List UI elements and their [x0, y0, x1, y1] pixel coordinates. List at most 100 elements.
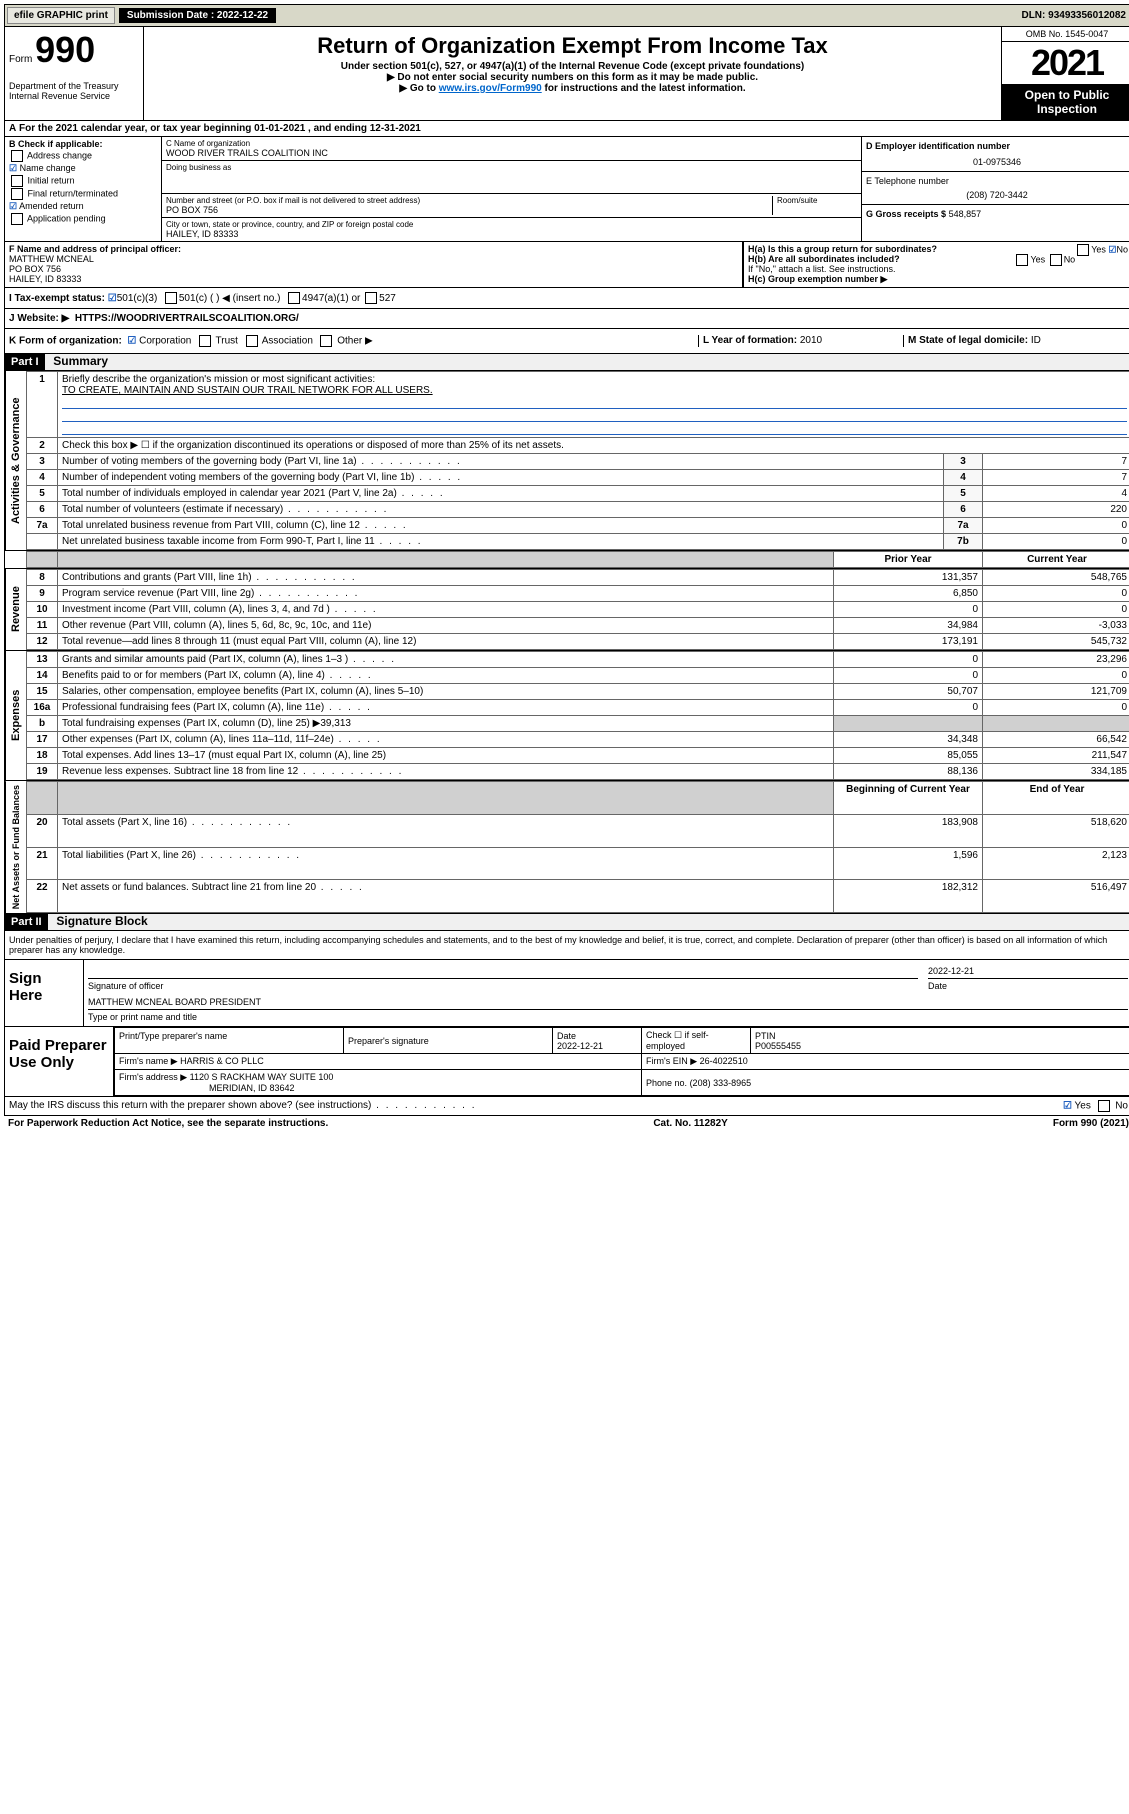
section-h: H(a) Is this a group return for subordin… [743, 242, 1129, 287]
firm-name: HARRIS & CO PLLC [180, 1056, 264, 1066]
signature-section: Under penalties of perjury, I declare th… [4, 931, 1129, 1027]
ein: 01-0975346 [866, 157, 1128, 167]
instr-1: ▶ Do not enter social security numbers o… [148, 72, 997, 83]
part1-bar: Part I Summary [4, 354, 1129, 371]
revenue-section: Revenue 8Contributions and grants (Part … [4, 569, 1129, 651]
self-employed-check[interactable]: Check ☐ if self-employed [642, 1028, 751, 1054]
department: Department of the Treasury Internal Reve… [9, 81, 139, 101]
opt-4947[interactable]: 4947(a)(1) or [302, 293, 360, 304]
revenue-table: 8Contributions and grants (Part VIII, li… [26, 569, 1129, 650]
header-right: OMB No. 1545-0047 2021 Open to Public In… [1001, 27, 1129, 120]
net-assets-table: Beginning of Current Year End of Year 20… [26, 781, 1129, 913]
opt-501c3[interactable]: 501(c)(3) [117, 293, 158, 304]
firm-ein: 26-4022510 [700, 1056, 748, 1066]
governance-table: 1 Briefly describe the organization's mi… [26, 371, 1129, 550]
section-g: G Gross receipts $ 548,857 [862, 205, 1129, 223]
section-i: I Tax-exempt status: ☑ 501(c)(3) 501(c) … [4, 288, 1129, 309]
year-formation: 2010 [800, 335, 822, 346]
mission-text: TO CREATE, MAINTAIN AND SUSTAIN OUR TRAI… [62, 385, 433, 396]
form-prefix: Form [9, 54, 32, 65]
section-d-e-g: D Employer identification number 01-0975… [861, 137, 1129, 241]
form-number: 990 [35, 29, 95, 70]
col-end: End of Year [983, 782, 1129, 815]
sig-officer-label: Signature of officer [88, 981, 918, 991]
efile-label[interactable]: efile GRAPHIC print [7, 7, 115, 24]
section-c: C Name of organization WOOD RIVER TRAILS… [162, 137, 861, 241]
submission-date: Submission Date : 2022-12-22 [119, 8, 276, 23]
city-label: City or town, state or province, country… [166, 220, 857, 229]
website-url[interactable]: HTTPS://WOODRIVERTRAILSCOALITION.ORG/ [75, 313, 299, 324]
section-k-l-m: K Form of organization: ☑ Corporation Tr… [4, 329, 1129, 354]
k-assoc[interactable]: Association [262, 336, 313, 347]
declaration: Under penalties of perjury, I declare th… [5, 931, 1129, 960]
irs-link[interactable]: www.irs.gov/Form990 [439, 83, 542, 94]
part1-header: Part I [5, 354, 45, 370]
firm-addr2: MERIDIAN, ID 83642 [209, 1083, 295, 1093]
may-irs-no[interactable]: No [1115, 1101, 1128, 1112]
dba-label: Doing business as [166, 163, 857, 172]
sig-name: MATTHEW MCNEAL BOARD PRESIDENT [88, 997, 1128, 1010]
chk-application[interactable]: Application pending [9, 213, 157, 225]
street-address: PO BOX 756 [166, 205, 772, 215]
ptin: P00555455 [755, 1041, 1127, 1051]
sig-name-label: Type or print name and title [88, 1012, 1128, 1022]
chk-amended[interactable]: ☑ Amended return [9, 201, 157, 212]
may-irs-yes[interactable]: Yes [1075, 1101, 1091, 1112]
state-domicile: ID [1031, 335, 1041, 346]
opt-527[interactable]: 527 [379, 293, 396, 304]
chk-final[interactable]: Final return/terminated [9, 188, 157, 200]
governance-section: Activities & Governance 1 Briefly descri… [4, 371, 1129, 551]
gross-receipts: 548,857 [949, 209, 982, 219]
tab-governance: Activities & Governance [5, 371, 26, 550]
tax-year: 2021 [1002, 42, 1129, 84]
k-trust[interactable]: Trust [216, 336, 238, 347]
col-header-row: b Prior Year Current Year [4, 551, 1129, 569]
col-current: Current Year [983, 552, 1129, 568]
officer-name: MATTHEW MCNEAL [9, 254, 738, 264]
expenses-section: Expenses 13Grants and similar amounts pa… [4, 651, 1129, 781]
city-value: HAILEY, ID 83333 [166, 229, 857, 239]
footer-left: For Paperwork Reduction Act Notice, see … [8, 1118, 328, 1129]
part1-title: Summary [47, 354, 108, 368]
part2-bar: Part II Signature Block [4, 914, 1129, 931]
dln: DLN: 93493356012082 [1021, 10, 1129, 21]
net-header-row: Net Assets or Fund Balances Beginning of… [4, 781, 1129, 914]
line1-label: Briefly describe the organization's miss… [62, 374, 375, 385]
chk-initial[interactable]: Initial return [9, 175, 157, 187]
part2-header: Part II [5, 914, 48, 930]
section-d: D Employer identification number 01-0975… [862, 137, 1129, 172]
k-corp[interactable]: Corporation [139, 336, 191, 347]
col-prior: Prior Year [834, 552, 983, 568]
k-other[interactable]: Other ▶ [337, 336, 372, 347]
part2-title: Signature Block [50, 914, 147, 928]
open-inspection: Open to Public Inspection [1002, 84, 1129, 120]
opt-501c[interactable]: 501(c) ( ) ◀ (insert no.) [179, 293, 281, 304]
paid-preparer-section: Paid Preparer Use Only Print/Type prepar… [4, 1027, 1129, 1097]
col-beg: Beginning of Current Year [834, 782, 983, 815]
header-left: Form 990 Department of the Treasury Inte… [5, 27, 144, 120]
may-irs-text: May the IRS discuss this return with the… [9, 1100, 1063, 1112]
line-a-text: For the 2021 calendar year, or tax year … [19, 123, 421, 134]
header-center: Return of Organization Exempt From Incom… [144, 27, 1001, 120]
expenses-table: 13Grants and similar amounts paid (Part … [26, 651, 1129, 780]
phone: (208) 720-3442 [866, 190, 1128, 200]
form-subtitle: Under section 501(c), 527, or 4947(a)(1)… [148, 61, 997, 72]
may-irs-row: May the IRS discuss this return with the… [4, 1097, 1129, 1116]
room-label: Room/suite [777, 196, 857, 205]
firm-addr1: 1120 S RACKHAM WAY SUITE 100 [190, 1072, 334, 1082]
paid-preparer-label: Paid Preparer Use Only [5, 1027, 114, 1096]
instr2-post: for instructions and the latest informat… [545, 83, 746, 94]
section-j: J Website: ▶ HTTPS://WOODRIVERTRAILSCOAL… [4, 309, 1129, 329]
section-f: F Name and address of principal officer:… [5, 242, 743, 287]
page-footer: For Paperwork Reduction Act Notice, see … [4, 1116, 1129, 1131]
line2-text: Check this box ▶ ☐ if the organization d… [58, 438, 1129, 454]
footer-right: Form 990 (2021) [1053, 1118, 1129, 1129]
sig-date-value: 2022-12-21 [928, 966, 1128, 979]
tab-expenses: Expenses [5, 651, 26, 780]
prep-sig-label: Preparer's signature [348, 1036, 548, 1046]
form-header: Form 990 Department of the Treasury Inte… [4, 27, 1129, 121]
section-e: E Telephone number (208) 720-3442 [862, 172, 1129, 205]
chk-address[interactable]: Address change [9, 150, 157, 162]
chk-name-change[interactable]: ☑ Name change [9, 163, 157, 174]
sig-date-label: Date [928, 981, 1128, 991]
